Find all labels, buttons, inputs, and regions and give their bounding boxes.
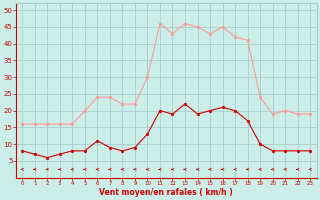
X-axis label: Vent moyen/en rafales ( km/h ): Vent moyen/en rafales ( km/h ) [100, 188, 233, 197]
